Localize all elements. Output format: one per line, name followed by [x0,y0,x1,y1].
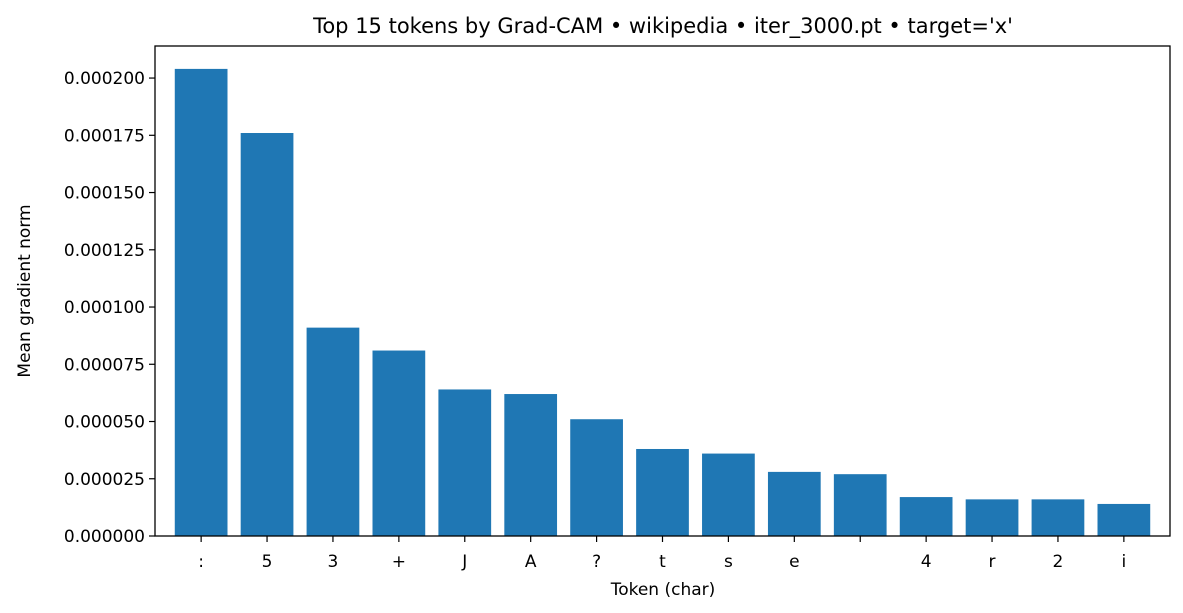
y-tick-label: 0.000000 [64,527,145,547]
bar [702,453,755,536]
x-tick-label: ? [592,552,601,572]
chart-title: Top 15 tokens by Grad-CAM • wikipedia • … [312,14,1013,39]
bar [1097,503,1151,536]
x-axis-label: Token (char) [610,580,716,600]
plot-area: 0.000000 0.000025 0.000050 0.000075 0.000100… [64,68,1151,572]
x-tick-label: r [989,552,996,572]
x-tick-label: s [724,552,733,572]
plot-frame [154,45,1171,537]
y-tick-label: 0.000025 [64,470,145,490]
x-tick-label: J [461,552,467,572]
bar [1031,499,1085,536]
y-tick-label: 0.000125 [64,241,145,261]
x-tick-label: 5 [262,552,273,572]
x-tick-label: t [659,552,666,572]
bar [833,474,887,536]
x-tick-label: A [525,552,537,572]
x-tick-label: 4 [921,552,932,572]
y-tick-label: 0.000100 [64,298,145,318]
x-tick-label: + [392,552,406,572]
y-tick-label: 0.000150 [64,184,145,204]
bar [636,448,689,536]
bar [767,471,821,536]
y-tick-label: 0.000050 [64,413,145,433]
bar [570,419,623,536]
bar [899,497,953,536]
bar [306,327,360,536]
bar [965,499,1019,536]
bar [372,350,426,536]
bar [174,68,228,537]
y-tick-label: 0.000175 [64,126,145,146]
x-tick-label: 3 [328,552,339,572]
x-tick-label: e [789,552,799,572]
x-tick-label: i [1121,552,1126,572]
x-tick-label: 2 [1053,552,1064,572]
y-tick-label: 0.000075 [64,355,145,375]
x-tick-label: : [198,552,204,572]
bar [240,133,294,536]
y-tick-label: 0.000200 [64,69,145,89]
bar [438,389,492,536]
bar [504,394,558,536]
y-axis-label: Mean gradient norm [15,204,35,377]
